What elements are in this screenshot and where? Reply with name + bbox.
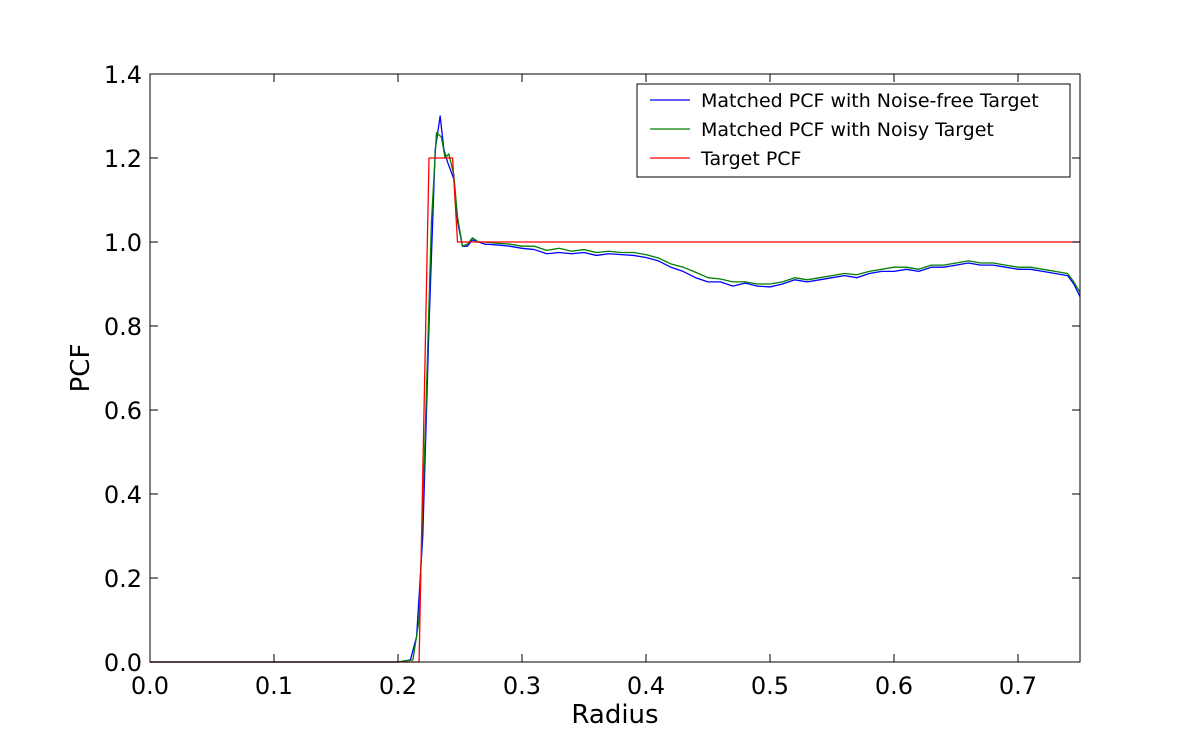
legend: Matched PCF with Noise-free Target Match… bbox=[636, 83, 1071, 178]
x-tick-label: 0.3 bbox=[503, 672, 541, 700]
x-tick-label: 0.4 bbox=[627, 672, 665, 700]
legend-box bbox=[636, 83, 1071, 178]
tick-layer bbox=[149, 73, 1080, 663]
x-tick-label: 0.5 bbox=[751, 672, 789, 700]
plot-frame bbox=[149, 73, 1081, 663]
x-axis-label: Radius bbox=[571, 700, 658, 730]
y-tick-label: 1.4 bbox=[104, 61, 142, 89]
y-tick-label: 1.2 bbox=[104, 145, 142, 173]
x-tick-label: 0.0 bbox=[131, 672, 169, 700]
y-tick-label: 1.0 bbox=[104, 229, 142, 257]
legend-label-noisy: Matched PCF with Noisy Target bbox=[701, 119, 994, 141]
legend-label-noise-free: Matched PCF with Noise-free Target bbox=[701, 90, 1039, 112]
y-tick-label: 0.2 bbox=[104, 565, 142, 593]
x-tick-label: 0.7 bbox=[999, 672, 1037, 700]
series-line-1 bbox=[150, 132, 1081, 663]
y-tick-label: 0.6 bbox=[104, 397, 142, 425]
x-tick-label: 0.2 bbox=[379, 672, 417, 700]
y-tick-label: 0.8 bbox=[104, 313, 142, 341]
x-tick-labels: 0.0 0.1 0.2 0.3 0.4 0.5 0.6 0.7 bbox=[131, 672, 1037, 700]
x-tick-label: 0.1 bbox=[255, 672, 293, 700]
y-tick-label: 0.0 bbox=[104, 649, 142, 677]
y-tick-labels: 0.0 0.2 0.4 0.6 0.8 1.0 1.2 1.4 bbox=[104, 61, 142, 677]
legend-label-target: Target PCF bbox=[700, 148, 801, 170]
y-axis-label: PCF bbox=[66, 344, 96, 393]
x-tick-label: 0.6 bbox=[875, 672, 913, 700]
y-tick-label: 0.4 bbox=[104, 481, 142, 509]
